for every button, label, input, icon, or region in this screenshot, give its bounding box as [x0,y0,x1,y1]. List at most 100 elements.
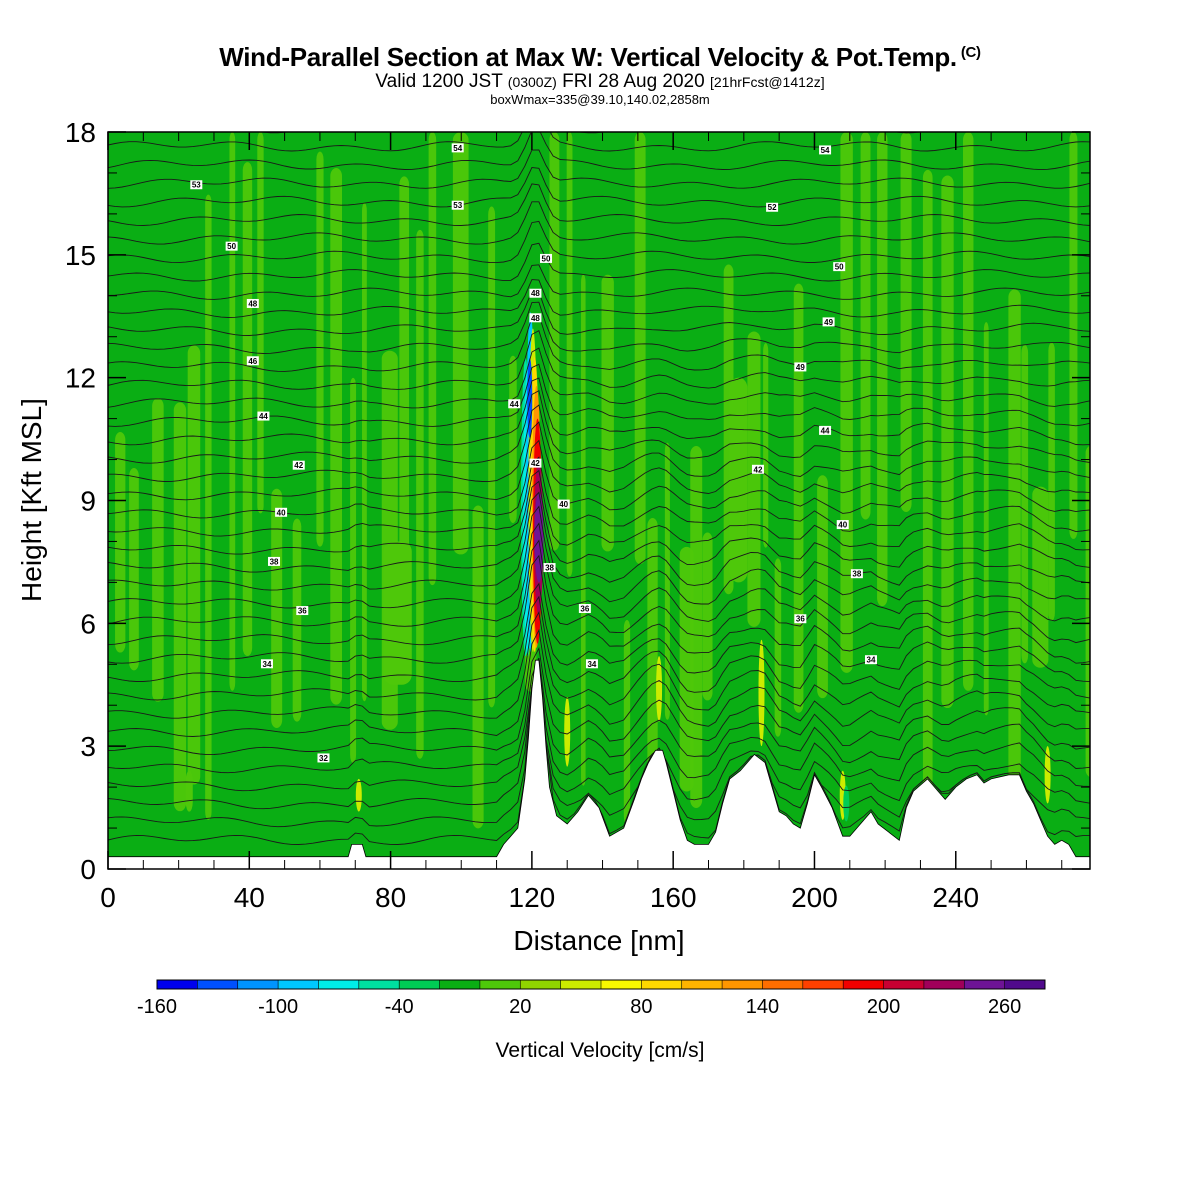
isentrope-line [108,264,1090,300]
light-green-streak [900,132,912,512]
yellow-updraft-cell [564,697,571,767]
light-green-streak [983,322,989,716]
contour-label-text: 49 [824,318,833,327]
contour-label-text: 42 [531,459,540,468]
x-axis-ticks: 0 40 80 120 160 200 240 [100,132,1063,913]
isentrope-line [108,657,1090,828]
isentrope-line [108,456,1090,537]
contour-label: 44 [508,399,521,409]
isentrope-line [108,314,1090,372]
isentrope-line [108,657,1090,810]
contour-label-text: 36 [796,615,805,624]
light-green-streak [549,132,560,551]
colorbar-tick-label: 200 [867,996,900,1018]
contour-label: 36 [794,614,807,624]
light-green-streak [634,132,646,565]
contour-label-text: 44 [821,426,830,435]
light-green-streak [271,488,283,729]
yellow-updraft-cell [758,639,765,747]
y-tick-label: 3 [80,731,96,762]
isentrope-line [108,132,1090,152]
colorbar-tick-label: -40 [385,996,414,1018]
colorbar-swatch [358,980,400,989]
isentrope-line [108,595,1090,701]
contour-label-text: 36 [298,607,307,616]
light-green-streak [115,432,126,653]
contour-label-text: 48 [248,299,257,308]
contour-label-text: 38 [852,570,861,579]
contour-label-text: 38 [270,557,279,566]
contour-label-text: 34 [263,660,272,669]
contour-label-text: 53 [192,181,201,190]
contour-label: 50 [540,253,553,263]
light-green-streak [601,274,614,552]
colorbar-swatch [157,980,198,989]
isentrope-line [108,469,1090,555]
contour-label: 40 [836,520,849,530]
contour-label: 48 [529,313,542,323]
light-green-streak [793,283,804,713]
isentrope-line [108,582,1090,683]
light-green-streak [623,620,631,824]
contour-label: 50 [225,241,238,251]
contour-label: 52 [766,202,779,212]
contour-label: 53 [451,200,464,210]
contour-label: 36 [578,604,591,614]
contour-label: 38 [543,563,556,573]
x-tick-label: 160 [650,882,697,913]
contour-label: 49 [794,362,807,372]
colorbar-tick-label: 80 [630,996,652,1018]
isentrope-line [108,505,1090,609]
light-green-streak [566,132,573,577]
x-tick-label: 200 [791,882,838,913]
light-green-streak [664,442,670,720]
contour-label-text: 44 [510,400,519,409]
colorbar-swatch [1004,980,1046,989]
contour-label-text: 34 [587,660,596,669]
x-tick-label: 40 [234,882,265,913]
y-tick-label: 9 [80,486,96,517]
contour-label: 44 [819,425,832,435]
contour-label: 34 [864,655,877,665]
light-green-streak [488,206,496,708]
isentrope-line [108,347,1090,409]
colorbar-swatch [439,980,481,989]
colorbar-title: Vertical Velocity [cm/s] [496,1039,705,1062]
contour-label-text: 40 [838,521,847,530]
title-block: Wind-Parallel Section at Max W: Vertical… [0,44,1200,106]
light-green-streak [922,169,933,812]
light-green-streak [399,176,410,562]
colorbar-swatch [722,980,763,989]
colorbar-swatch [681,980,723,989]
isentrope-line [108,610,1090,719]
colorbar-swatch [278,980,319,989]
light-green-patch [383,541,412,685]
y-tick-label: 6 [80,608,96,639]
isentrope-line [108,628,1090,737]
contour-label-text: 48 [531,314,540,323]
light-green-streak [362,202,367,702]
x-tick-label: 0 [100,882,116,913]
contour-label: 44 [257,411,270,421]
y-axis-title: Height [Kft MSL] [16,398,47,602]
colorbar-swatch [197,980,239,989]
light-green-streak [1008,289,1021,786]
contour-label: 54 [819,145,832,155]
isentrope-line [108,301,1090,354]
isentrope-line [108,404,1090,482]
light-green-streak [1021,344,1029,664]
isentrope-line [108,183,1090,226]
contour-label-text: 40 [559,500,568,509]
isentrope-line [108,657,1090,774]
terrain-profile [108,659,1090,869]
contour-label-text: 49 [796,363,805,372]
colorbar-tick-label: -160 [137,996,177,1018]
isentrope-line [108,330,1090,390]
x-axis-title: Distance [nm] [513,925,684,956]
isentrope-line [108,242,1090,282]
colorbar-swatch [883,980,925,989]
colorbar-swatch [520,980,561,989]
contour-label: 54 [451,143,464,153]
